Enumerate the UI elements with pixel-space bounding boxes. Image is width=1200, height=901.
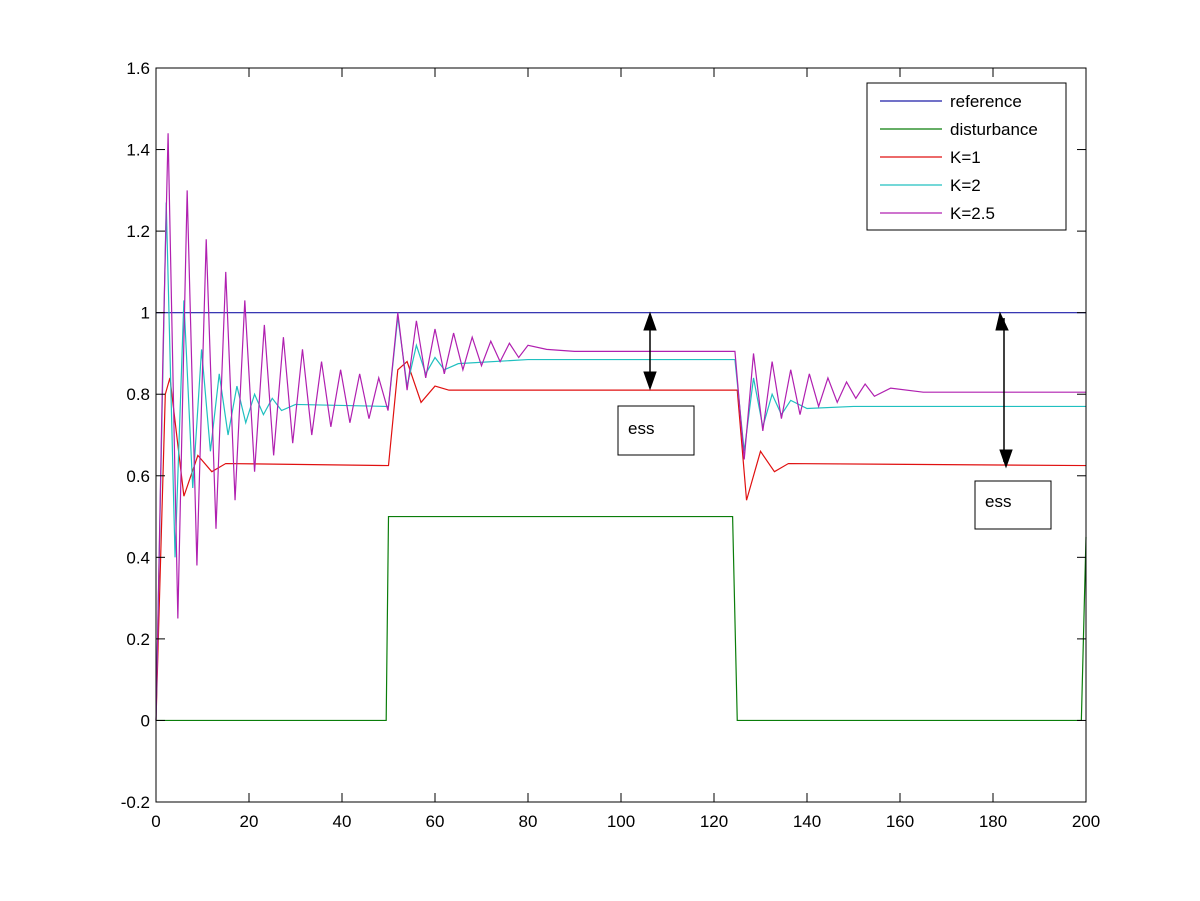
y-tick-label: 0.6 xyxy=(126,467,150,486)
x-tick-label: 140 xyxy=(793,812,821,831)
annotation-box xyxy=(974,480,1052,530)
y-tick-label: -0.2 xyxy=(121,793,150,812)
legend-label: K=2 xyxy=(950,176,981,195)
legend-label: K=1 xyxy=(950,148,981,167)
arrow-head xyxy=(999,449,1013,469)
x-tick-label: 20 xyxy=(240,812,259,831)
legend-label: reference xyxy=(950,92,1022,111)
x-tick-label: 100 xyxy=(607,812,635,831)
arrow-head xyxy=(643,311,657,331)
annotation-arrows xyxy=(643,311,1013,469)
x-tick-label: 160 xyxy=(886,812,914,831)
y-tick-label: 1.2 xyxy=(126,222,150,241)
x-tick-label: 80 xyxy=(519,812,538,831)
annotation: ess xyxy=(628,419,654,438)
legend-label: K=2.5 xyxy=(950,204,995,223)
x-tick-label: 40 xyxy=(333,812,352,831)
arrow-head xyxy=(995,311,1009,331)
plot-area xyxy=(155,133,1087,722)
legend-label: disturbance xyxy=(950,120,1038,139)
y-tick-label: 1.4 xyxy=(126,141,150,160)
x-tick-label: 60 xyxy=(426,812,445,831)
x-tick-label: 0 xyxy=(151,812,160,831)
series-line xyxy=(155,133,1086,721)
y-tick-label: 1.6 xyxy=(126,59,150,78)
y-tick-label: 0.4 xyxy=(126,548,150,567)
y-tick-label: 0.8 xyxy=(126,385,150,404)
annotation-box xyxy=(617,405,695,456)
y-tick-label: 1 xyxy=(141,304,150,323)
x-tick-label: 200 xyxy=(1072,812,1100,831)
x-tick-label: 120 xyxy=(700,812,728,831)
y-tick-label: 0 xyxy=(141,711,150,730)
annotation: ess xyxy=(985,492,1011,511)
y-tick-label: 0.2 xyxy=(126,630,150,649)
x-tick-label: 180 xyxy=(979,812,1007,831)
series-line xyxy=(155,360,1087,721)
legend: reference disturbance K=1 K=2 K=2.5 xyxy=(866,82,1067,231)
arrow-head xyxy=(643,371,657,391)
